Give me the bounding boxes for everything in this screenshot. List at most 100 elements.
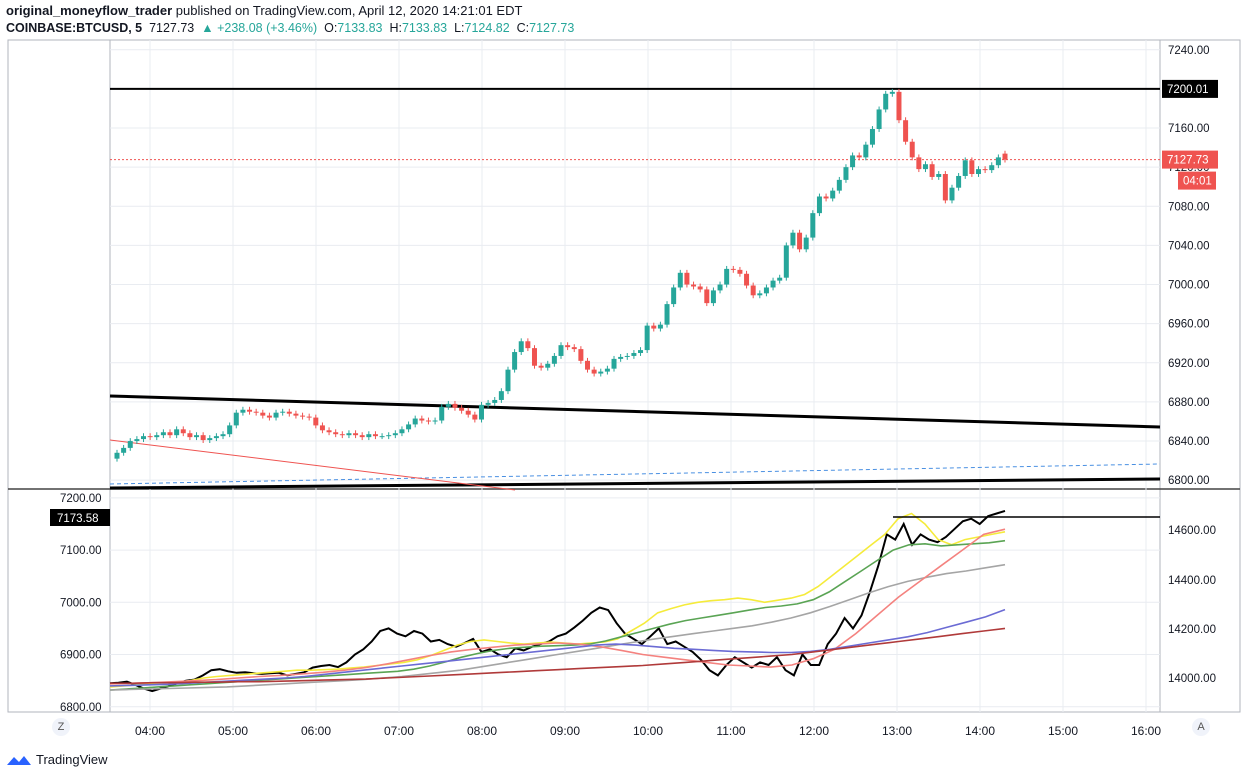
candle-body xyxy=(273,412,279,418)
indicator-series-line xyxy=(109,528,1006,685)
indicator-series-line xyxy=(109,512,1006,688)
candle-body xyxy=(850,155,856,168)
blue-dashed-line xyxy=(109,463,1161,485)
candle-body xyxy=(810,213,816,238)
candle-body xyxy=(909,141,915,158)
candle-body xyxy=(783,245,789,278)
candle-body xyxy=(240,409,246,413)
price-tag xyxy=(1162,79,1218,98)
candle-body xyxy=(439,406,445,421)
x-tick-label: 04:00 xyxy=(135,724,165,738)
y-tick-label: 6880.00 xyxy=(1168,397,1210,409)
candle-body xyxy=(160,432,166,436)
x-tick-label: 05:00 xyxy=(218,724,248,738)
y-tick-label: 7040.00 xyxy=(1168,240,1210,252)
candle-body xyxy=(856,155,862,158)
candle-body xyxy=(505,369,511,392)
candle-body xyxy=(538,365,544,368)
y-tick-label: 7240.00 xyxy=(1168,45,1210,57)
candle-body xyxy=(737,269,743,274)
candle-body xyxy=(578,349,584,361)
tradingview-footer[interactable]: TradingView xyxy=(6,752,108,767)
candle-body xyxy=(167,432,173,436)
left-y-tick-label: 6800.00 xyxy=(60,702,102,714)
candle-body xyxy=(485,402,491,405)
candle-body xyxy=(558,345,564,356)
candle-body xyxy=(346,433,352,436)
candle-body xyxy=(995,157,1001,166)
candle-body xyxy=(969,160,975,175)
right-y-tick-label: 14400.00 xyxy=(1168,575,1216,587)
candle-body xyxy=(677,272,683,288)
candle-body xyxy=(585,360,591,370)
candle-body xyxy=(134,439,140,442)
candle-body xyxy=(724,268,730,285)
candle-body xyxy=(631,353,637,356)
candle-body xyxy=(869,129,875,145)
candle-body xyxy=(260,412,266,416)
candle-body xyxy=(903,120,909,142)
candle-body xyxy=(982,169,988,171)
candle-body xyxy=(836,179,842,191)
candle-body xyxy=(127,441,133,448)
candle-body xyxy=(757,293,763,296)
y-tick-label: 7160.00 xyxy=(1168,123,1210,135)
candle-body xyxy=(889,91,895,94)
candle-body xyxy=(445,403,451,407)
auto-scale-button[interactable]: A xyxy=(1192,718,1210,736)
candle-body xyxy=(154,435,160,438)
candle-body xyxy=(624,355,630,357)
x-tick-label: 13:00 xyxy=(882,724,912,738)
brand-label: TradingView xyxy=(36,752,108,767)
left-y-tick-label: 7100.00 xyxy=(60,545,102,557)
x-tick-label: 07:00 xyxy=(384,724,414,738)
y-tick-label: 6840.00 xyxy=(1168,436,1210,448)
candle-body xyxy=(399,429,405,434)
symbol-info: COINBASE:BTCUSD, 5 7127.73 ▲ +238.08 (+3… xyxy=(6,21,574,35)
candle-body xyxy=(929,164,935,177)
candle-body xyxy=(710,290,716,304)
candle-body xyxy=(452,403,458,408)
candle-body xyxy=(293,413,299,416)
chart-frame xyxy=(7,39,1241,713)
low-label: L: xyxy=(454,21,465,35)
candle-body xyxy=(478,404,484,420)
candle-body xyxy=(843,167,849,180)
candle-body xyxy=(406,424,412,430)
candle-body xyxy=(392,433,398,436)
candle-body xyxy=(319,425,325,431)
candle-body xyxy=(147,436,153,438)
left-y-tick-label: 6900.00 xyxy=(60,650,102,662)
candle-body xyxy=(896,91,902,121)
candle-body xyxy=(989,165,995,171)
candle-body xyxy=(247,409,253,412)
candle-body xyxy=(326,430,332,433)
candle-body xyxy=(591,369,597,374)
candle-body xyxy=(266,415,272,418)
low-value: 7124.82 xyxy=(464,21,510,35)
candle-body xyxy=(114,452,120,459)
candle-body xyxy=(565,345,571,348)
last-price: 7127.73 xyxy=(149,21,195,35)
zoom-button[interactable]: Z xyxy=(52,718,70,736)
candle-body xyxy=(141,436,147,440)
candle-body xyxy=(744,273,750,286)
candle-body xyxy=(975,169,981,175)
price-tag-label: 04:01 xyxy=(1183,176,1212,188)
candle-body xyxy=(366,434,372,438)
author-name[interactable]: original_moneyflow_trader xyxy=(6,3,173,18)
candle-body xyxy=(300,415,306,417)
candle-body xyxy=(512,352,518,370)
candle-body xyxy=(803,237,809,250)
y-tick-label: 6920.00 xyxy=(1168,358,1210,370)
candle-body xyxy=(498,391,504,400)
candle-body xyxy=(359,435,365,438)
candle-body xyxy=(253,411,259,413)
candle-body xyxy=(187,433,193,438)
x-tick-label: 08:00 xyxy=(467,724,497,738)
tradingview-logo-icon xyxy=(7,755,31,765)
candle-body xyxy=(551,355,557,364)
candle-body xyxy=(956,175,962,188)
candle-body xyxy=(227,425,233,435)
